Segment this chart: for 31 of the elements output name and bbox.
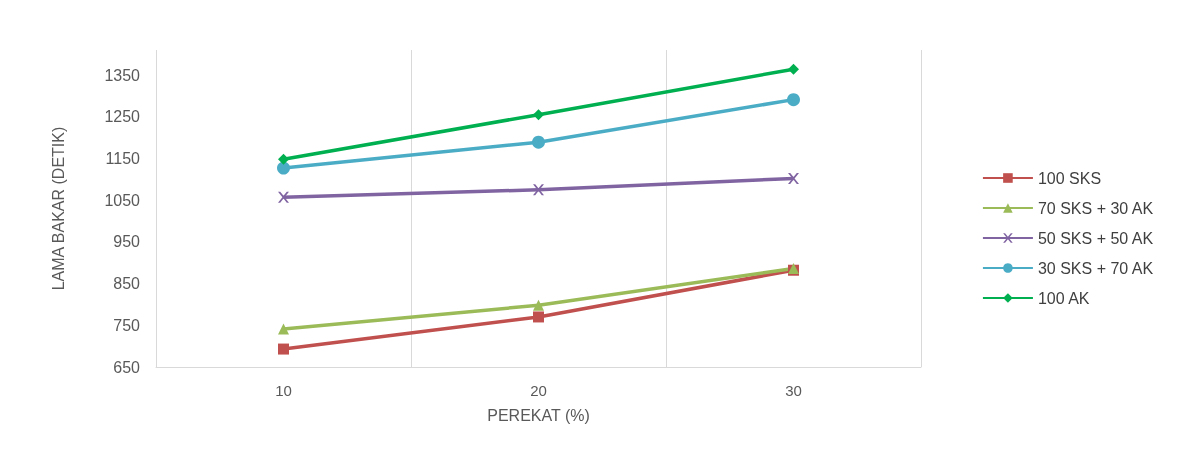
y-tick-label: 1050 bbox=[104, 191, 141, 209]
y-tick-label: 1150 bbox=[105, 149, 141, 167]
legend-label: 100 AK bbox=[1037, 289, 1090, 307]
legend-label: 50 SKS + 50 AK bbox=[1037, 229, 1154, 247]
y-axis-title: LAMA BAKAR (DETIK) bbox=[49, 126, 67, 291]
x-tick-label: 30 bbox=[785, 382, 802, 399]
point bbox=[787, 93, 800, 107]
x-axis-title: PEREKAT (%) bbox=[487, 406, 590, 424]
point bbox=[533, 109, 544, 121]
y-tick-label: 750 bbox=[113, 316, 141, 334]
legend-label: 100 SKS bbox=[1037, 169, 1102, 187]
point bbox=[533, 311, 544, 323]
legend-label: 30 SKS + 70 AK bbox=[1037, 259, 1154, 277]
point bbox=[532, 135, 545, 149]
y-tick-label: 950 bbox=[113, 233, 141, 251]
point bbox=[788, 63, 799, 75]
legend-label: 70 SKS + 30 AK bbox=[1037, 199, 1154, 217]
x-tick-label: 10 bbox=[275, 382, 292, 399]
point bbox=[788, 172, 799, 184]
x-tick-label: 20 bbox=[530, 382, 547, 399]
point bbox=[278, 191, 289, 203]
point bbox=[277, 161, 290, 175]
point bbox=[278, 323, 289, 335]
y-tick-label: 850 bbox=[113, 275, 141, 293]
point bbox=[278, 153, 289, 165]
y-tick-label: 1350 bbox=[104, 66, 141, 84]
point bbox=[533, 299, 544, 311]
y-tick-label: 650 bbox=[113, 358, 141, 376]
point bbox=[278, 343, 289, 355]
point bbox=[533, 184, 544, 196]
y-tick-label: 1250 bbox=[104, 108, 141, 126]
